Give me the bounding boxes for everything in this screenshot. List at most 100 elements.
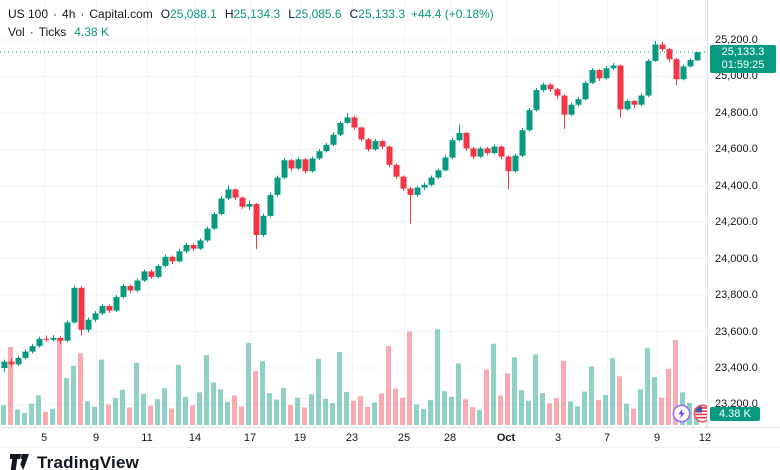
- volume-bar: [260, 361, 265, 425]
- volume-bar: [435, 329, 440, 425]
- volume-bar: [645, 348, 650, 425]
- volume-bar: [652, 377, 657, 425]
- price-axis-label: 24,200.0: [715, 216, 758, 229]
- volume-bar: [162, 388, 167, 425]
- candle-body: [134, 280, 141, 291]
- volume-axis-tag: 4.38 K: [710, 407, 760, 421]
- volume-bar: [344, 391, 349, 425]
- candle-body: [589, 70, 596, 83]
- time-axis-label: 11: [141, 432, 153, 444]
- price-axis-label: 24,400.0: [715, 179, 758, 192]
- volume-bar: [1, 405, 6, 425]
- tradingview-logo-text: TradingView: [37, 453, 140, 470]
- timeframe[interactable]: 4h: [62, 7, 76, 21]
- candle-body: [680, 66, 687, 80]
- candle-body: [120, 286, 127, 297]
- candle-body: [673, 59, 680, 80]
- candle-body: [1, 361, 8, 368]
- price-axis-label: 25,000.0: [715, 70, 758, 83]
- volume-bar: [358, 396, 363, 425]
- volume-bar: [463, 399, 468, 425]
- candle-body: [225, 189, 232, 199]
- last-price-tag[interactable]: 25,133.3 01:59:25: [710, 45, 776, 74]
- volume-bar: [239, 406, 244, 425]
- volume-bar: [337, 352, 342, 425]
- candle-body: [435, 170, 442, 178]
- chart-legend[interactable]: US 100 · 4h · Capital.com O25,088.1 H25,134.3 L…: [8, 7, 494, 40]
- volume-bar: [141, 393, 146, 425]
- data-source[interactable]: Capital.com: [89, 7, 153, 21]
- candle-body: [148, 271, 155, 277]
- change-value: +44.4 (+0.18%): [411, 7, 494, 21]
- time-axis-label: 9: [653, 432, 661, 444]
- candle-body: [358, 127, 365, 140]
- tradingview-logo[interactable]: TradingView: [10, 453, 139, 470]
- candle-body: [274, 177, 281, 195]
- candle-body: [162, 256, 169, 266]
- volume-bar: [617, 376, 622, 425]
- volume-bar: [561, 360, 566, 425]
- volume-bar: [8, 347, 13, 425]
- volume-bar: [526, 400, 531, 425]
- bar-countdown: 01:59:25: [721, 59, 765, 72]
- price-axis-label: 23,800.0: [715, 289, 758, 302]
- candle-body: [540, 84, 547, 91]
- candle-body: [15, 357, 22, 365]
- volume-bar: [204, 355, 209, 425]
- candle-body: [645, 60, 652, 96]
- volume-bar: [575, 406, 580, 425]
- candle-body: [337, 122, 344, 135]
- time-axis-label: 17: [243, 432, 257, 444]
- volume-bar: [197, 392, 202, 425]
- volume-bar: [316, 358, 321, 425]
- candle-body: [106, 306, 113, 311]
- candle-body: [85, 319, 92, 330]
- price-axis-label: 23,400.0: [715, 362, 758, 374]
- candle-body: [596, 70, 603, 79]
- high-label: H: [224, 7, 234, 21]
- time-axis-label: 7: [603, 432, 611, 444]
- candle-body: [470, 148, 477, 157]
- candle-body: [652, 44, 659, 61]
- volume-bar: [365, 406, 370, 425]
- open-label: O: [160, 7, 171, 21]
- volume-bar: [610, 358, 615, 425]
- price-chart-canvas[interactable]: [0, 0, 707, 427]
- candle-body: [498, 146, 505, 157]
- symbol-name[interactable]: US 100: [8, 7, 49, 21]
- volume-axis-value: 4.38 K: [719, 408, 751, 420]
- volume-row: Vol · Ticks 4.38 K: [8, 25, 494, 40]
- candle-body: [519, 130, 526, 156]
- candle-body: [477, 148, 484, 157]
- volume-bar: [484, 369, 489, 425]
- candle-body: [253, 204, 260, 235]
- volume-bar: [589, 366, 594, 425]
- candle-body: [204, 228, 211, 241]
- volume-bar: [15, 409, 20, 425]
- economic-event-us-flag-icon[interactable]: [693, 404, 707, 423]
- volume-bar: [78, 353, 83, 425]
- candle-body: [176, 251, 183, 262]
- volume-bar: [218, 389, 223, 425]
- economic-event-lightning-icon[interactable]: [672, 404, 691, 423]
- time-axis[interactable]: 5 9 11 14 17 19 23 25 28 Oct 3 7 9 12: [0, 427, 780, 448]
- volume-indicator-label[interactable]: Vol: [8, 25, 25, 39]
- time-axis-label: Oct: [496, 432, 516, 444]
- volume-bar: [22, 412, 27, 425]
- volume-bar: [421, 409, 426, 425]
- candle-body: [64, 322, 71, 341]
- candle-body: [491, 146, 498, 153]
- volume-bar: [540, 393, 545, 425]
- volume-bar: [400, 397, 405, 425]
- price-axis[interactable]: 25,200.0 25,000.0 24,800.0 24,600.0 24,400.0…: [707, 0, 780, 427]
- candle-body: [533, 90, 540, 111]
- volume-bar: [29, 403, 34, 425]
- candle-body: [288, 160, 295, 169]
- volume-bar: [274, 399, 279, 425]
- candle-body: [50, 337, 57, 340]
- volume-bar: [393, 388, 398, 425]
- candle-body: [554, 89, 561, 96]
- candle-body: [113, 296, 120, 311]
- candle-body: [232, 189, 239, 198]
- volume-bar: [295, 397, 300, 425]
